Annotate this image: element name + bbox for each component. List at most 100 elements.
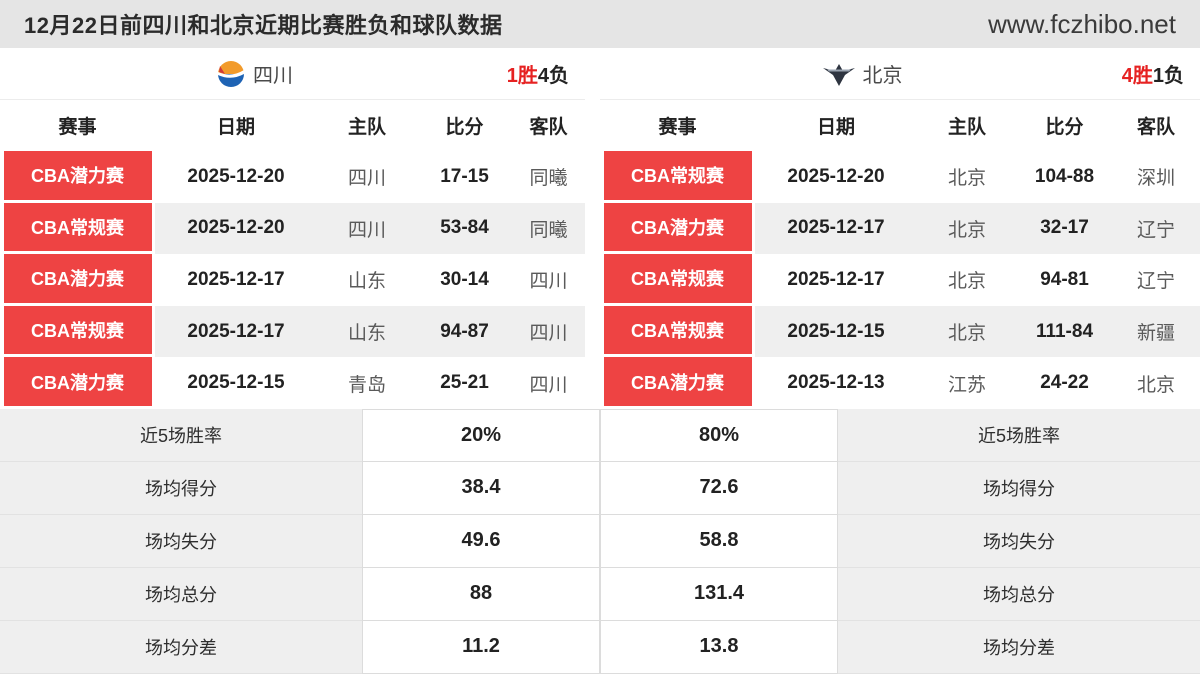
stat-value-sichuan: 20% [362,408,600,462]
stats-row-points-for: 场均得分 38.4 72.6 场均得分 [0,461,1200,515]
stat-label-left: 场均分差 [0,620,362,674]
competition-badge: CBA常规赛 [3,305,152,355]
match-score: 53-84 [417,202,512,255]
competition-badge: CBA潜力赛 [3,151,152,200]
sichuan-team-name: 四川 [253,65,293,87]
sichuan-table-header: 赛事 日期 主队 比分 客队 [0,100,585,151]
panel-sichuan: 四川 1胜4负 赛事 日期 主队 比分 客队 CBA潜力赛 2025-12-20… [0,48,585,409]
stats-row-point-diff: 场均分差 11.2 13.8 场均分差 [0,620,1200,674]
home-team: 四川 [317,151,417,203]
site-watermark: www.fczhibo.net [988,8,1176,39]
sichuan-losses: 4负 [537,65,569,87]
beijing-team-id: 北京 [822,59,903,88]
table-row: CBA常规赛 2025-12-17 北京 94-81 辽宁 [600,254,1200,306]
sichuan-team-id: 四川 [216,59,293,89]
stat-value-beijing: 80% [600,408,838,462]
match-date: 2025-12-17 [155,305,317,358]
beijing-wins: 4胜 [1121,65,1153,87]
sichuan-record: 1胜4负 [507,59,569,88]
stat-label-left: 场均失分 [0,514,362,568]
stats-row-win-rate: 近5场胜率 20% 80% 近5场胜率 [0,408,1200,462]
home-team: 山东 [317,305,417,358]
home-team: 江苏 [917,357,1017,409]
stat-value-sichuan: 38.4 [362,461,600,515]
stat-value-sichuan: 49.6 [362,514,600,568]
stat-value-beijing: 13.8 [600,620,838,674]
match-date: 2025-12-20 [155,151,317,203]
home-team: 青岛 [317,357,417,409]
col-header-score: 比分 [1045,117,1084,138]
col-header-score: 比分 [445,117,484,138]
match-date: 2025-12-15 [755,305,917,358]
match-score: 30-14 [417,254,512,306]
stat-label-right: 场均失分 [838,514,1200,568]
away-team: 北京 [1112,357,1200,409]
col-header-date: 日期 [816,117,855,138]
stats-section: 近5场胜率 20% 80% 近5场胜率 场均得分 38.4 72.6 场均得分 … [0,408,1200,674]
competition-badge: CBA潜力赛 [3,254,152,303]
away-team: 四川 [512,357,585,409]
match-panels: 四川 1胜4负 赛事 日期 主队 比分 客队 CBA潜力赛 2025-12-20… [0,48,1200,409]
competition-badge: CBA潜力赛 [603,357,752,406]
away-team: 四川 [512,254,585,306]
home-team: 山东 [317,254,417,306]
table-row: CBA潜力赛 2025-12-13 江苏 24-22 北京 [600,357,1200,409]
away-team: 新疆 [1112,305,1200,358]
sichuan-wins: 1胜 [506,65,538,87]
stat-value-beijing: 72.6 [600,461,838,515]
col-header-date: 日期 [216,117,255,138]
match-date: 2025-12-13 [755,357,917,409]
competition-badge: CBA常规赛 [603,254,752,303]
away-team: 同曦 [512,151,585,203]
away-team: 深圳 [1112,151,1200,203]
match-score: 24-22 [1017,357,1112,409]
beijing-team-header: 北京 4胜1负 [600,48,1200,100]
col-header-away: 客队 [1136,117,1175,138]
table-row: CBA常规赛 2025-12-15 北京 111-84 新疆 [600,305,1200,358]
table-row: CBA潜力赛 2025-12-20 四川 17-15 同曦 [0,151,585,203]
col-header-home: 主队 [947,117,986,138]
away-team: 辽宁 [1112,254,1200,306]
stat-label-left: 近5场胜率 [0,408,362,462]
competition-badge: CBA常规赛 [603,305,752,355]
competition-badge: CBA常规赛 [3,202,152,252]
home-team: 北京 [917,305,1017,358]
match-score: 104-88 [1017,151,1112,203]
away-team: 四川 [512,305,585,358]
panel-beijing: 北京 4胜1负 赛事 日期 主队 比分 客队 CBA常规赛 2025-12-20… [600,48,1200,409]
match-score: 111-84 [1017,305,1112,358]
match-score: 32-17 [1017,202,1112,255]
table-row: CBA常规赛 2025-12-20 北京 104-88 深圳 [600,151,1200,203]
match-date: 2025-12-20 [155,202,317,255]
sichuan-logo-icon [216,59,246,89]
home-team: 四川 [317,202,417,255]
stat-value-beijing: 131.4 [600,567,838,621]
match-date: 2025-12-17 [755,254,917,306]
stat-label-right: 场均得分 [838,461,1200,515]
home-team: 北京 [917,202,1017,255]
table-row: CBA常规赛 2025-12-20 四川 53-84 同曦 [0,202,585,255]
col-header-competition: 赛事 [58,117,97,138]
col-header-home: 主队 [347,117,386,138]
table-row: CBA常规赛 2025-12-17 山东 94-87 四川 [0,305,585,358]
match-date: 2025-12-17 [155,254,317,306]
table-row: CBA潜力赛 2025-12-15 青岛 25-21 四川 [0,357,585,409]
table-row: CBA潜力赛 2025-12-17 山东 30-14 四川 [0,254,585,306]
page-title: 12月22日前四川和北京近期比赛胜负和球队数据 [24,13,503,38]
beijing-losses: 1负 [1152,65,1184,87]
stat-value-sichuan: 88 [362,567,600,621]
stat-label-right: 近5场胜率 [838,408,1200,462]
away-team: 辽宁 [1112,202,1200,255]
top-bar: 12月22日前四川和北京近期比赛胜负和球队数据 www.fczhibo.net [0,0,1200,48]
competition-badge: CBA常规赛 [603,151,752,200]
stat-label-right: 场均分差 [838,620,1200,674]
table-row: CBA潜力赛 2025-12-17 北京 32-17 辽宁 [600,202,1200,255]
beijing-record: 4胜1负 [1122,59,1184,88]
col-header-away: 客队 [529,117,568,138]
match-date: 2025-12-15 [155,357,317,409]
match-score: 25-21 [417,357,512,409]
beijing-table-header: 赛事 日期 主队 比分 客队 [600,100,1200,151]
match-date: 2025-12-17 [755,202,917,255]
stat-label-left: 场均得分 [0,461,362,515]
match-date: 2025-12-20 [755,151,917,203]
